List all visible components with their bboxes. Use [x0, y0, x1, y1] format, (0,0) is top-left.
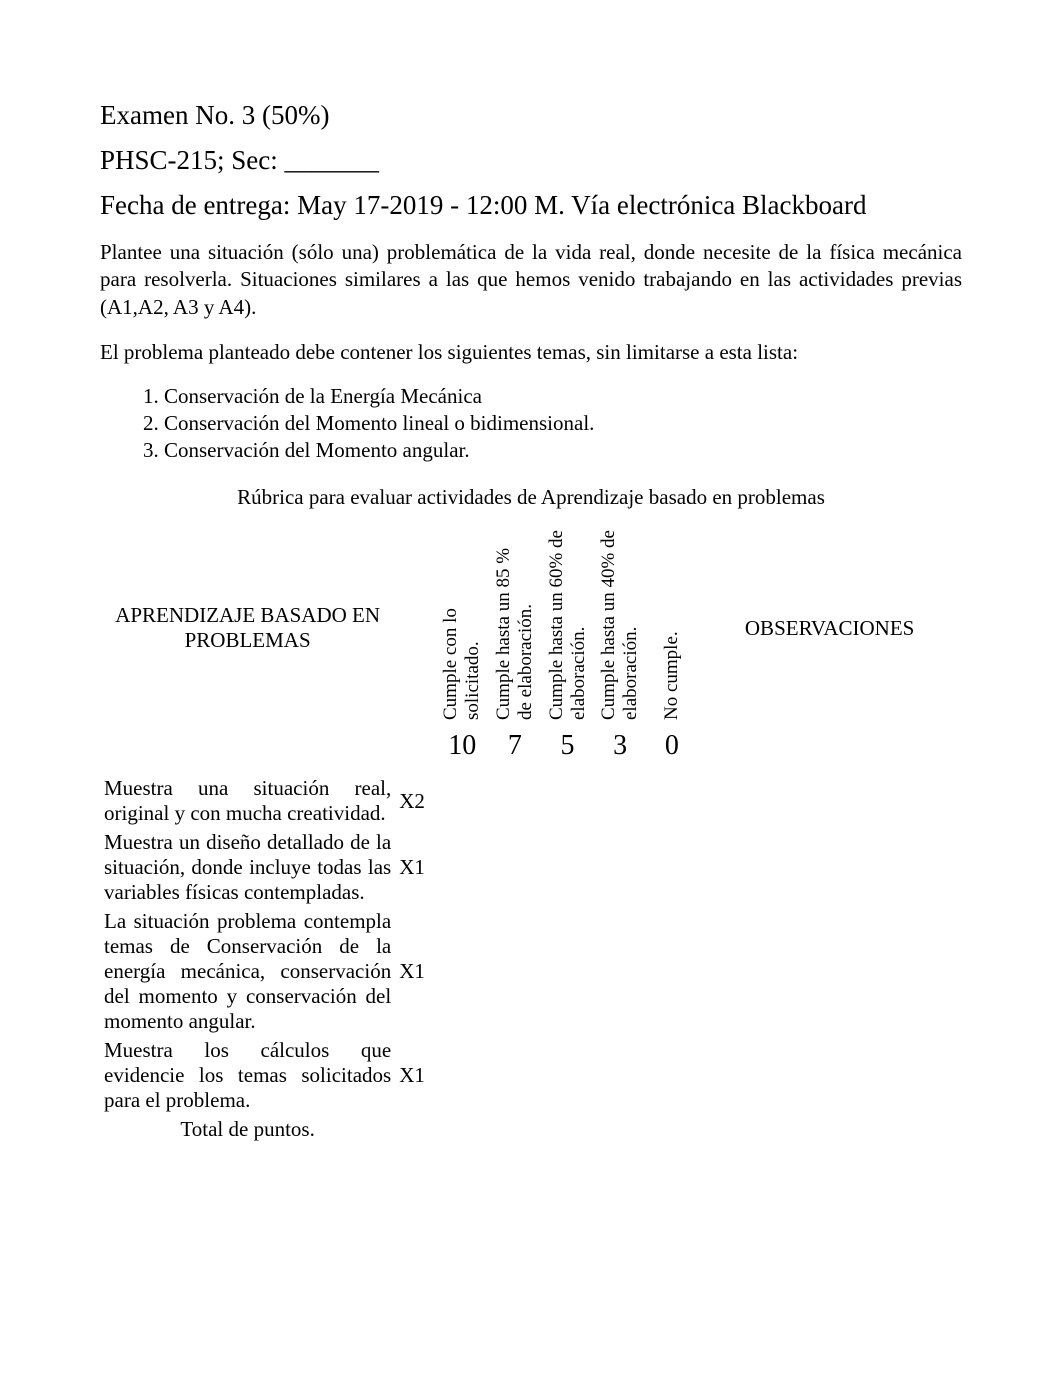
weight-header — [395, 528, 436, 728]
blank-cell — [646, 1115, 697, 1144]
score-cell — [541, 907, 594, 1036]
blank-cell — [594, 1115, 647, 1144]
blank-cell — [541, 1115, 594, 1144]
score-col-header: Cumple hasta un 40% de elaboración. — [594, 528, 647, 728]
observation-cell — [697, 774, 962, 828]
score-col-header: Cumple con lo solicitado. — [436, 528, 489, 728]
rubric-row: La situación problema contempla temas de… — [100, 907, 962, 1036]
blank-cell — [697, 1115, 962, 1144]
score-points: 3 — [594, 728, 647, 774]
criterion-cell: Muestra una situación real, original y c… — [100, 774, 395, 828]
score-cell — [594, 774, 647, 828]
blank-cell — [697, 728, 962, 774]
score-cell — [489, 1036, 542, 1115]
score-cell — [489, 828, 542, 907]
rubric-total-row: Total de puntos. — [100, 1115, 962, 1144]
rubric-row: Muestra un diseño detallado de la situac… — [100, 828, 962, 907]
score-points: 7 — [489, 728, 542, 774]
score-cell — [594, 907, 647, 1036]
score-col-label: No cumple. — [661, 530, 683, 720]
score-cell — [436, 907, 489, 1036]
due-date-line: Fecha de entrega: May 17-2019 - 12:00 M.… — [100, 190, 962, 221]
score-col-header: Cumple hasta un 85 % de elaboración. — [489, 528, 542, 728]
score-col-label: Cumple con lo solicitado. — [440, 530, 484, 720]
topic-item: Conservación del Momento angular. — [164, 438, 962, 463]
rubric-row: Muestra los cálculos que evidencie los t… — [100, 1036, 962, 1115]
observation-cell — [697, 1036, 962, 1115]
criteria-header: APRENDIZAJE BASADO EN PROBLEMAS — [100, 528, 395, 728]
topic-item: Conservación del Momento lineal o bidime… — [164, 411, 962, 436]
weight-cell: X2 — [395, 774, 436, 828]
rubric-points-row: 10 7 5 3 0 — [100, 728, 962, 774]
blank-cell — [395, 1115, 436, 1144]
score-cell — [436, 828, 489, 907]
score-col-label: Cumple hasta un 85 % de elaboración. — [493, 530, 537, 720]
blank-cell — [489, 1115, 542, 1144]
criterion-cell: La situación problema contempla temas de… — [100, 907, 395, 1036]
score-col-label: Cumple hasta un 60% de elaboración. — [546, 530, 590, 720]
observations-header: OBSERVACIONES — [697, 528, 962, 728]
score-col-label: Cumple hasta un 40% de elaboración. — [598, 530, 642, 720]
observation-cell — [697, 828, 962, 907]
blank-cell — [100, 728, 395, 774]
weight-cell: X1 — [395, 828, 436, 907]
weight-cell: X1 — [395, 907, 436, 1036]
exam-title: Examen No. 3 (50%) — [100, 100, 962, 131]
rubric-row: Muestra una situación real, original y c… — [100, 774, 962, 828]
instructions-paragraph-2: El problema planteado debe contener los … — [100, 339, 962, 366]
blank-cell — [395, 728, 436, 774]
score-points: 10 — [436, 728, 489, 774]
rubric-title: Rúbrica para evaluar actividades de Apre… — [100, 485, 962, 510]
course-section-line: PHSC-215; Sec: _______ — [100, 145, 962, 176]
score-cell — [646, 1036, 697, 1115]
score-cell — [646, 774, 697, 828]
rubric-table: APRENDIZAJE BASADO EN PROBLEMAS Cumple c… — [100, 528, 962, 1144]
score-col-header: No cumple. — [646, 528, 697, 728]
score-cell — [646, 828, 697, 907]
score-points: 0 — [646, 728, 697, 774]
score-points: 5 — [541, 728, 594, 774]
score-cell — [594, 1036, 647, 1115]
observation-cell — [697, 907, 962, 1036]
score-cell — [541, 828, 594, 907]
topics-list: Conservación de la Energía Mecánica Cons… — [100, 384, 962, 463]
score-cell — [541, 774, 594, 828]
topic-item: Conservación de la Energía Mecánica — [164, 384, 962, 409]
score-cell — [594, 828, 647, 907]
total-label: Total de puntos. — [100, 1115, 395, 1144]
instructions-paragraph-1: Plantee una situación (sólo una) problem… — [100, 239, 962, 321]
criterion-cell: Muestra los cálculos que evidencie los t… — [100, 1036, 395, 1115]
score-cell — [436, 774, 489, 828]
score-cell — [436, 1036, 489, 1115]
page: Examen No. 3 (50%) PHSC-215; Sec: ______… — [0, 0, 1062, 1204]
score-cell — [489, 907, 542, 1036]
blank-cell — [436, 1115, 489, 1144]
criterion-cell: Muestra un diseño detallado de la situac… — [100, 828, 395, 907]
rubric-header-row: APRENDIZAJE BASADO EN PROBLEMAS Cumple c… — [100, 528, 962, 728]
score-cell — [541, 1036, 594, 1115]
score-cell — [489, 774, 542, 828]
score-col-header: Cumple hasta un 60% de elaboración. — [541, 528, 594, 728]
score-cell — [646, 907, 697, 1036]
weight-cell: X1 — [395, 1036, 436, 1115]
